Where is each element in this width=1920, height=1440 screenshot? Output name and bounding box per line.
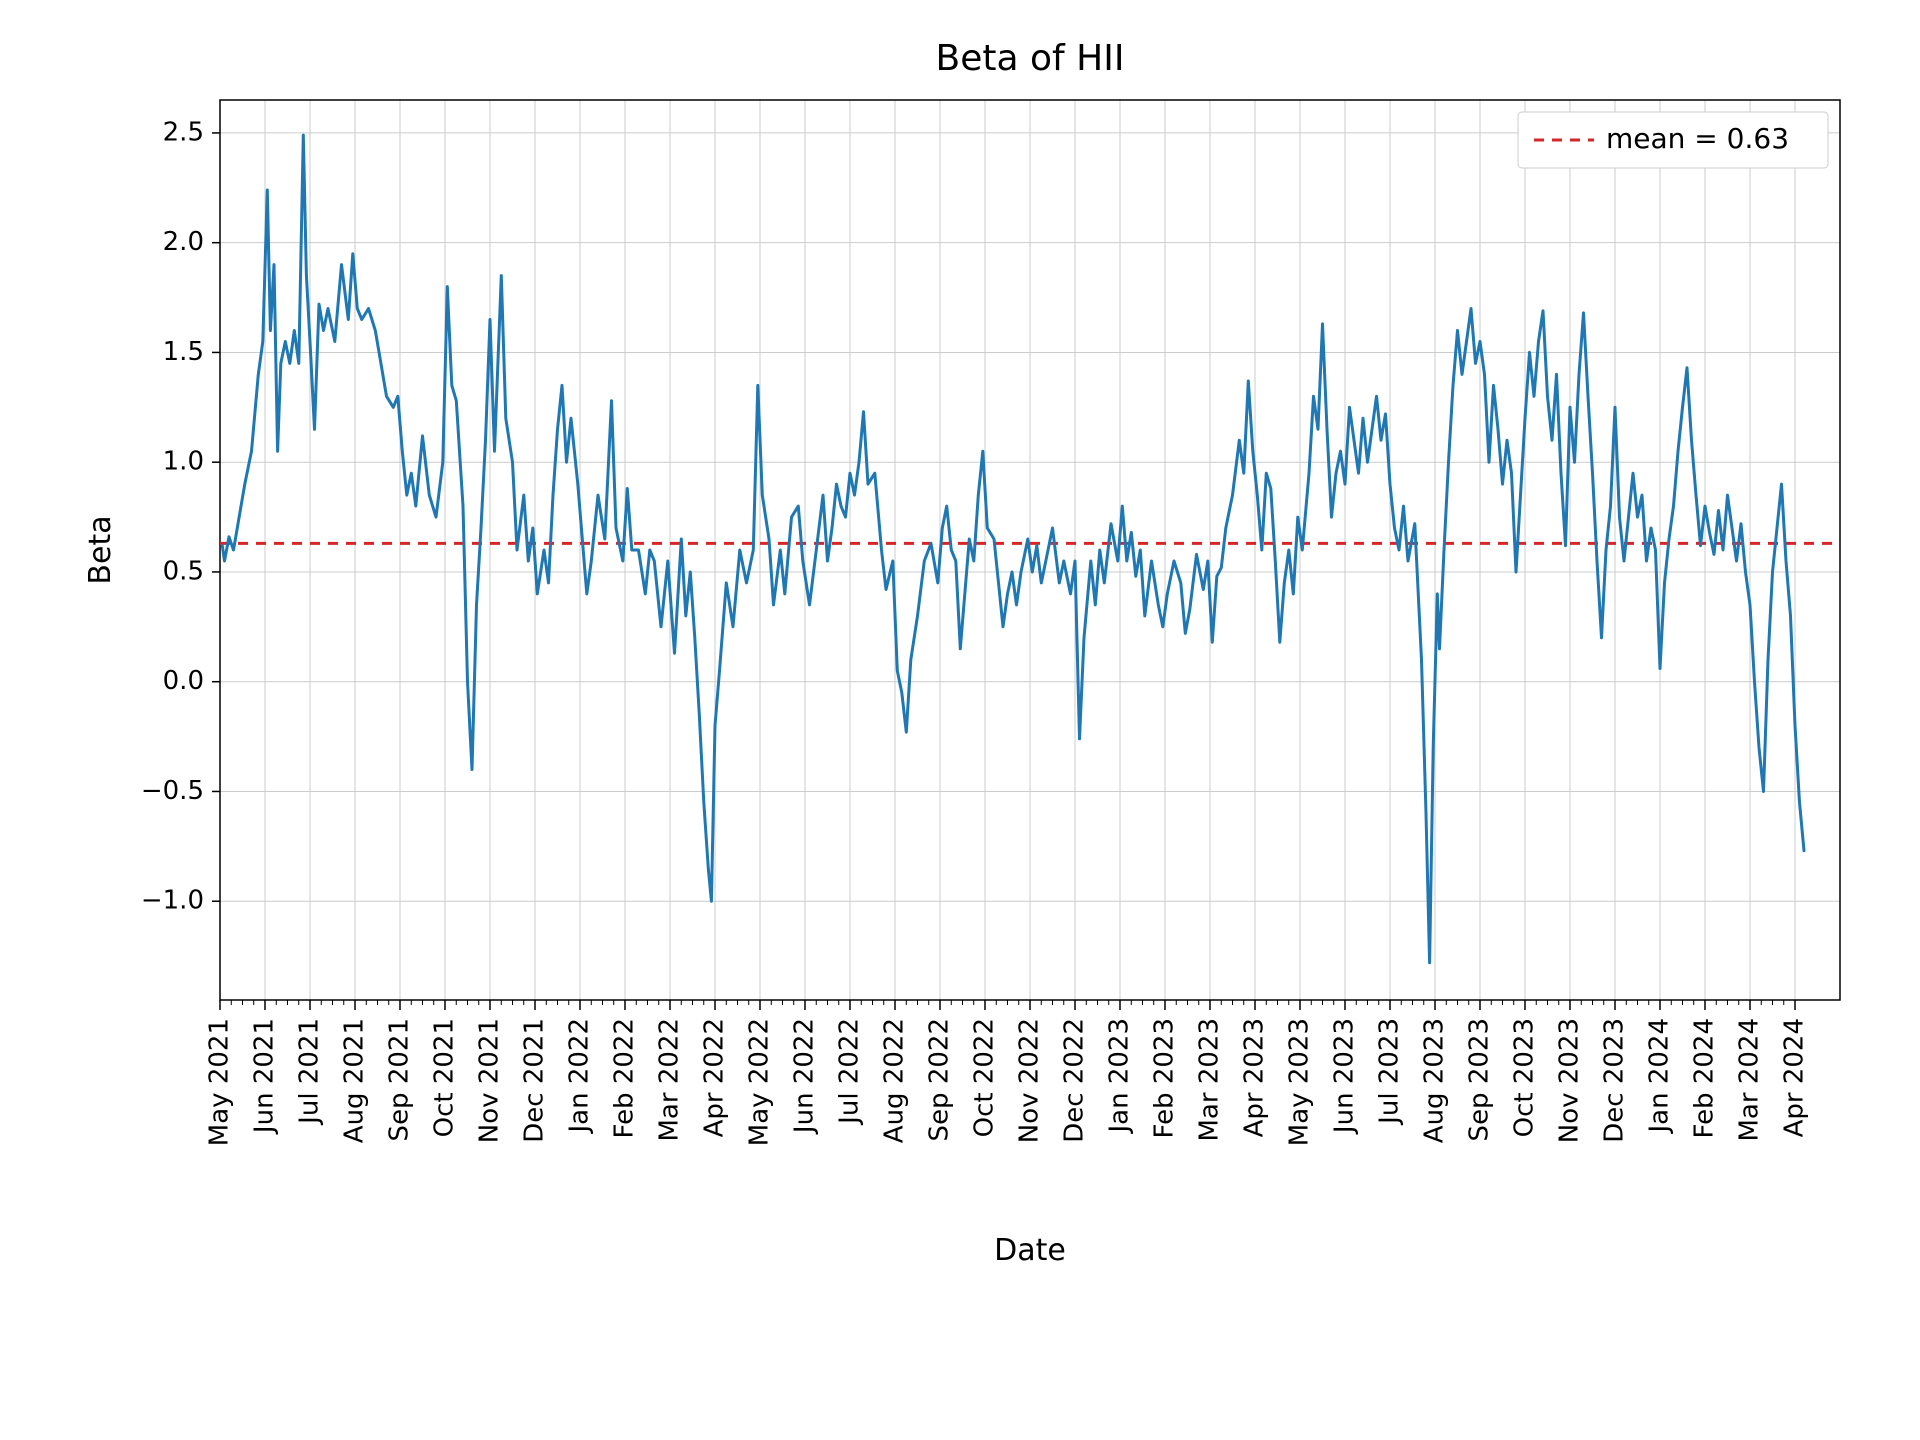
x-tick-label: Oct 2023 <box>1510 1018 1540 1137</box>
legend: mean = 0.63 <box>1518 112 1828 168</box>
x-tick-label: Nov 2021 <box>475 1018 505 1143</box>
x-tick-label: Dec 2022 <box>1060 1018 1090 1143</box>
x-tick-label: Jun 2023 <box>1330 1018 1360 1135</box>
y-tick-label: 1.0 <box>163 447 204 477</box>
y-tick-label: −0.5 <box>141 776 204 806</box>
x-tick-label: Nov 2023 <box>1555 1018 1585 1143</box>
y-tick-label: 2.5 <box>163 117 204 147</box>
x-tick-label: Jun 2022 <box>790 1018 820 1135</box>
y-axis-label: Beta <box>83 515 118 584</box>
x-tick-label: Oct 2021 <box>430 1018 460 1137</box>
x-tick-label: Feb 2023 <box>1150 1018 1180 1138</box>
y-tick-label: 1.5 <box>163 337 204 367</box>
x-tick-label: May 2022 <box>745 1018 775 1146</box>
x-tick-label: Aug 2023 <box>1420 1018 1450 1143</box>
x-tick-label: Mar 2024 <box>1735 1018 1765 1142</box>
x-tick-label: Apr 2024 <box>1780 1018 1810 1137</box>
x-tick-label: Jul 2023 <box>1375 1018 1405 1126</box>
x-tick-label: Sep 2022 <box>925 1018 955 1141</box>
x-tick-label: Jul 2022 <box>835 1018 865 1126</box>
beta-line-chart: −1.0 −0.5 0.0 0.5 1.0 1.5 2.0 2.5 May 2021 Jun 20… <box>0 0 1920 1440</box>
x-tick-label: Feb 2022 <box>610 1018 640 1138</box>
x-tick-label: Nov 2022 <box>1015 1018 1045 1143</box>
y-tick-label: −1.0 <box>141 886 204 916</box>
x-tick-label: Oct 2022 <box>970 1018 1000 1137</box>
x-tick-label: Mar 2023 <box>1195 1018 1225 1142</box>
x-tick-label: Jul 2021 <box>295 1018 325 1126</box>
x-tick-label: Dec 2021 <box>520 1018 550 1143</box>
x-tick-label: Sep 2021 <box>385 1018 415 1141</box>
x-tick-label: Dec 2023 <box>1600 1018 1630 1143</box>
chart-title: Beta of HII <box>936 38 1125 79</box>
x-tick-label: Mar 2022 <box>655 1018 685 1142</box>
x-tick-label: Jan 2022 <box>565 1018 595 1135</box>
x-tick-label: Jan 2024 <box>1645 1018 1675 1135</box>
legend-label: mean = 0.63 <box>1606 122 1789 155</box>
x-tick-label: Apr 2022 <box>700 1018 730 1137</box>
x-tick-label: May 2021 <box>205 1018 235 1146</box>
x-axis-label: Date <box>994 1233 1066 1268</box>
y-tick-label: 2.0 <box>163 227 204 257</box>
x-tick-label: Jan 2023 <box>1105 1018 1135 1135</box>
y-tick-label: 0.5 <box>163 556 204 586</box>
x-tick-label: Sep 2023 <box>1465 1018 1495 1141</box>
chart-container: −1.0 −0.5 0.0 0.5 1.0 1.5 2.0 2.5 May 2021 Jun 20… <box>0 0 1920 1440</box>
x-tick-label: Aug 2022 <box>880 1018 910 1143</box>
y-tick-label: 0.0 <box>163 666 204 696</box>
x-tick-label: Jun 2021 <box>250 1018 280 1135</box>
x-tick-label: May 2023 <box>1285 1018 1315 1146</box>
x-tick-label: Aug 2021 <box>340 1018 370 1143</box>
x-tick-label: Feb 2024 <box>1690 1018 1720 1138</box>
x-tick-label: Apr 2023 <box>1240 1018 1270 1137</box>
